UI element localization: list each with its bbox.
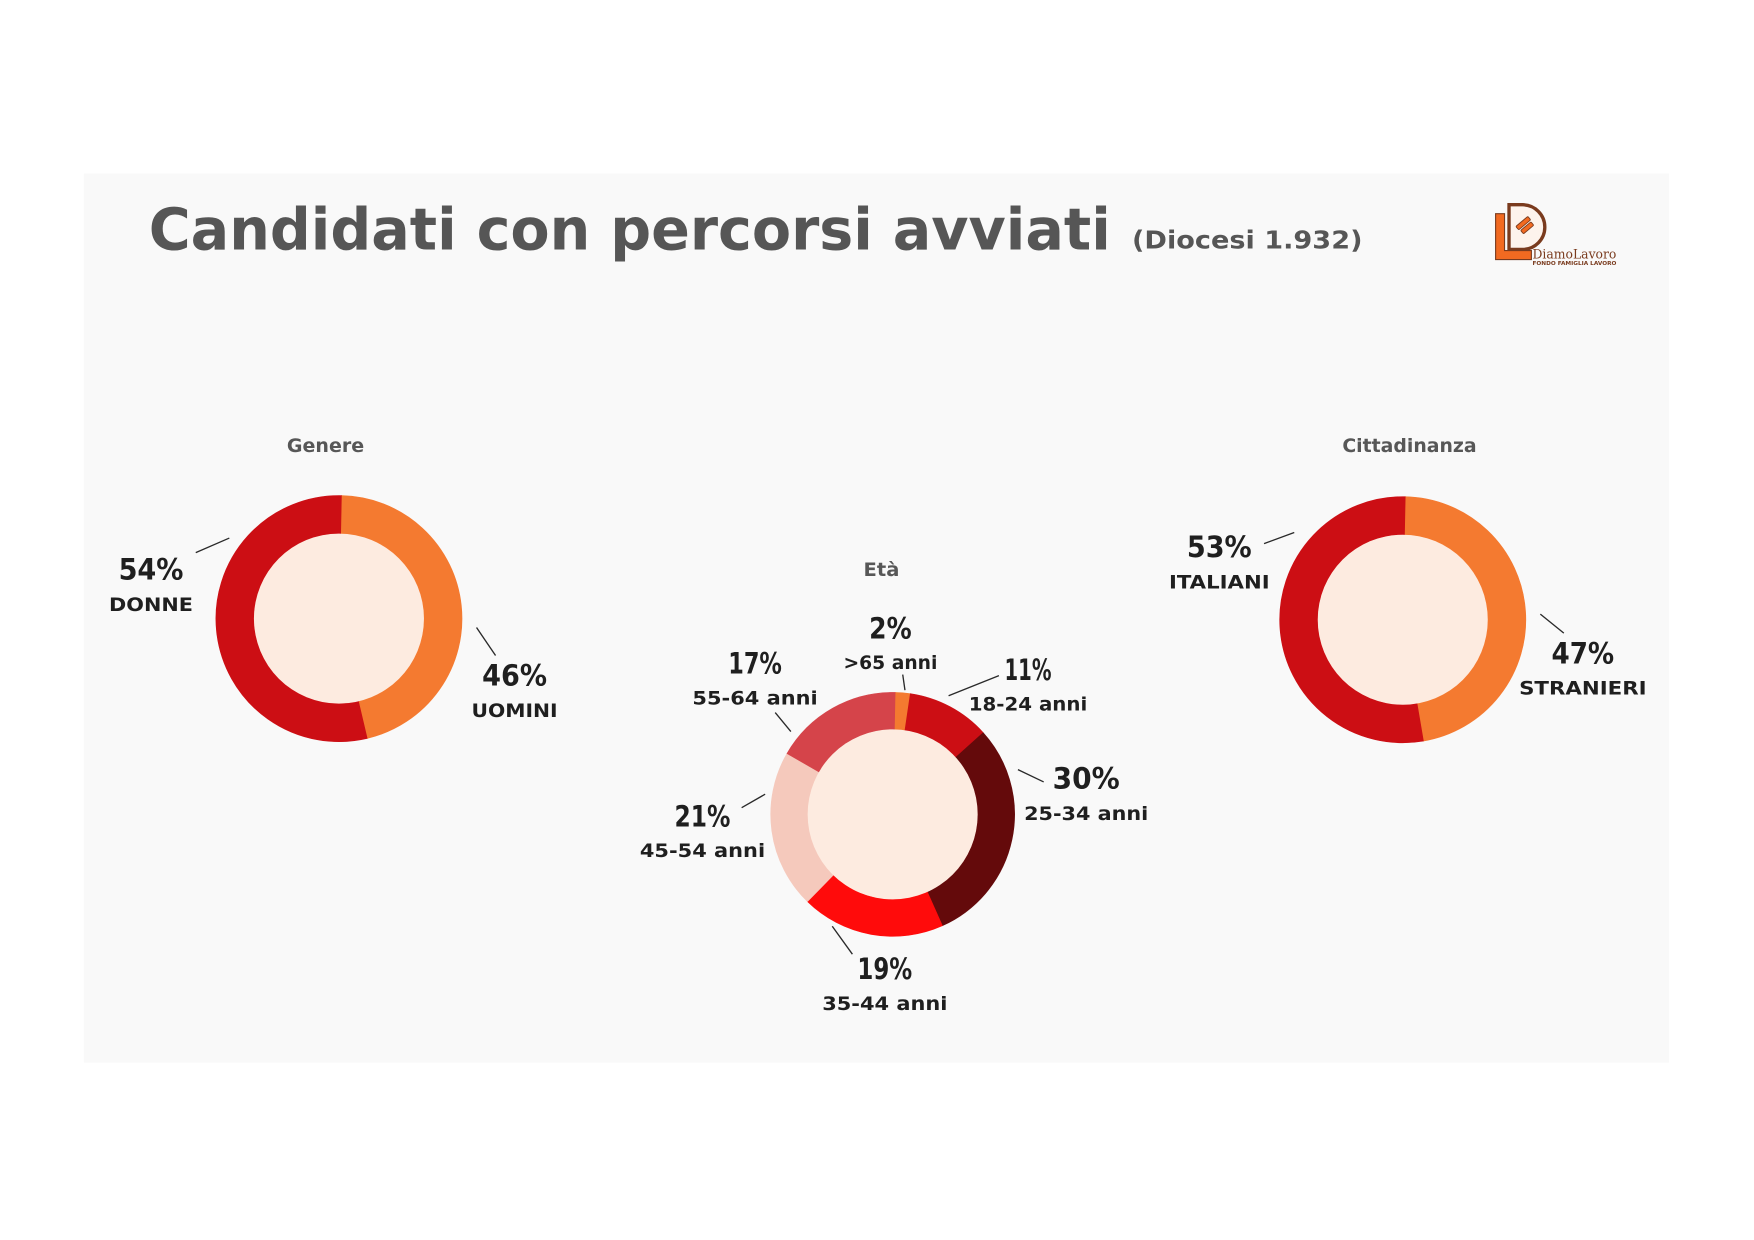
chart-genere: Genere 54% DONNE 46% UOMINI xyxy=(109,435,558,742)
donut-hole xyxy=(253,533,424,704)
category-label-35-44: 35-44 anni xyxy=(822,993,947,1015)
leader-line-stranieri xyxy=(1539,613,1565,634)
leader-line-35-44 xyxy=(831,925,853,955)
chart-cittadinanza: Cittadinanza 53% ITALIANI 47% STRANIERI xyxy=(1169,435,1647,744)
donut-hole xyxy=(1317,534,1488,705)
logo-wordmark: DiamoLavoro xyxy=(1533,247,1617,262)
category-label-stranieri: STRANIERI xyxy=(1519,678,1647,700)
category-label-55-64: 55-64 anni xyxy=(692,688,817,710)
donut-slices xyxy=(770,692,1015,937)
category-label-25-34: 25-34 anni xyxy=(1024,803,1148,825)
value-label-uomini: 46% xyxy=(482,659,547,693)
leader-line-italiani xyxy=(1263,531,1295,545)
value-label-donne: 54% xyxy=(119,552,184,586)
leader-line-18-24 xyxy=(948,675,1000,697)
leader-line-over-65 xyxy=(902,674,906,691)
value-label-55-64: 17% xyxy=(728,646,782,680)
value-label-45-54: 21% xyxy=(675,800,731,834)
logo-l-shape xyxy=(1495,213,1532,261)
leader-line-25-34 xyxy=(1017,769,1044,783)
category-label-45-54: 45-54 anni xyxy=(640,840,765,862)
value-label-18-24: 11% xyxy=(1005,653,1052,687)
leader-line-45-54 xyxy=(741,793,766,809)
category-label-italiani: ITALIANI xyxy=(1169,571,1270,593)
chart-title-cittadinanza: Cittadinanza xyxy=(1342,435,1476,457)
value-label-35-44: 19% xyxy=(857,952,912,986)
value-label-over-65: 2% xyxy=(869,612,912,646)
logo-hands-icon xyxy=(1515,216,1534,234)
value-label-italiani: 53% xyxy=(1187,530,1252,564)
category-label-over-65: >65 anni xyxy=(843,652,937,674)
category-label-donne: DONNE xyxy=(109,594,193,616)
page-subtitle: (Diocesi 1.932) xyxy=(1132,225,1362,254)
leader-line-uomini xyxy=(475,627,497,656)
value-label-stranieri: 47% xyxy=(1552,636,1615,670)
leader-line-donne xyxy=(195,537,230,554)
diamolavoro-logo: DiamoLavoro FONDO FAMIGLIA LAVORO xyxy=(1495,203,1618,267)
chart-eta: Età 2% >65 anni 11% 18-24 anni 30% 25-34… xyxy=(640,559,1148,1015)
value-label-25-34: 30% xyxy=(1053,762,1120,796)
logo-tagline: FONDO FAMIGLIA LAVORO xyxy=(1533,261,1618,267)
page-title: Candidati con percorsi avviati xyxy=(149,195,1111,263)
category-label-uomini: UOMINI xyxy=(471,700,557,722)
donut-hole xyxy=(807,729,978,900)
category-label-18-24: 18-24 anni xyxy=(969,693,1088,715)
chart-title-genere: Genere xyxy=(287,435,364,457)
leader-line-55-64 xyxy=(774,712,792,733)
chart-title-eta: Età xyxy=(864,559,900,581)
